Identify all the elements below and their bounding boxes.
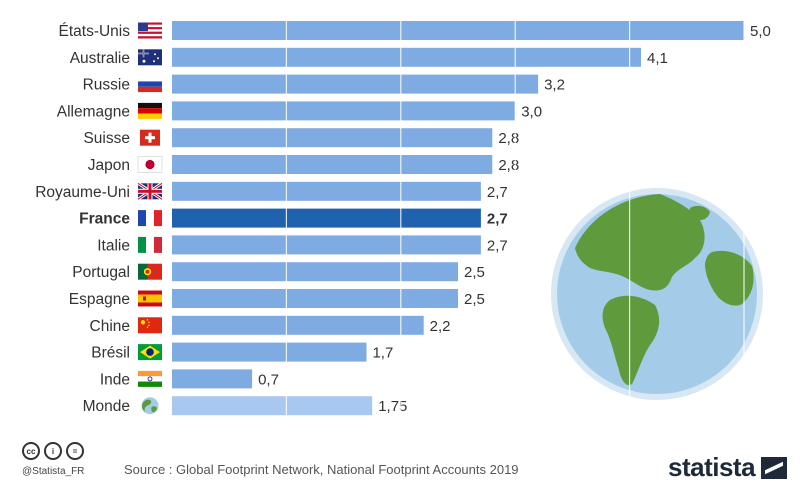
bar-2	[172, 47, 641, 67]
globe-illustration	[551, 188, 763, 400]
bar-6	[172, 155, 493, 174]
bar-1	[172, 21, 744, 40]
value-label: 4,1	[647, 50, 668, 67]
bar-5	[172, 128, 493, 148]
category-label: Portugal	[72, 264, 130, 281]
ru-flag	[138, 76, 162, 93]
ch-flag	[140, 129, 160, 146]
bar-3	[172, 74, 539, 94]
category-label: Royaume-Uni	[35, 184, 130, 201]
de-flag	[138, 102, 162, 119]
category-label: États-Unis	[59, 23, 131, 40]
source-handle: @Statista_FR	[22, 466, 85, 477]
value-label: 2,5	[464, 264, 485, 281]
jp-flag	[137, 156, 163, 173]
pt-flag	[138, 263, 162, 280]
bar-10	[172, 262, 458, 282]
category-label: Japon	[88, 157, 130, 174]
bar-7	[172, 181, 481, 201]
attribution-icon: i	[44, 442, 62, 460]
bar-chart: États-Unis 5,0 Australie 4,1 Russie 3,2 Allema…	[35, 21, 771, 416]
source-note: Source : Global Footprint Network, Natio…	[124, 462, 519, 477]
value-label: 2,5	[464, 291, 485, 308]
category-label: Inde	[100, 371, 130, 388]
category-label: Espagne	[69, 291, 130, 308]
fr-flag	[138, 210, 162, 227]
value-label: 3,0	[521, 103, 542, 120]
statista-mark-icon	[761, 456, 788, 479]
cc-icon: cc	[22, 442, 40, 460]
bar-11	[172, 289, 458, 308]
category-label: Italie	[97, 237, 130, 254]
us-flag	[138, 22, 162, 39]
brand-name: statista	[668, 452, 756, 482]
it-flag	[138, 236, 162, 253]
statista-logo[interactable]: statista	[668, 452, 788, 483]
value-label: 2,2	[430, 318, 451, 335]
bar-12	[172, 315, 424, 335]
license-icons: cc i =	[22, 442, 84, 460]
category-label: Brésil	[91, 345, 130, 362]
bar-9	[172, 235, 481, 255]
gb-flag	[137, 182, 163, 201]
category-label: Suisse	[83, 130, 130, 147]
bar-8	[172, 208, 481, 228]
au-flag	[138, 49, 162, 66]
value-label: 5,0	[750, 23, 771, 40]
es-flag	[138, 290, 162, 307]
category-label: Chine	[90, 318, 131, 335]
value-label: 1,75	[378, 398, 407, 415]
value-label: 2,7	[487, 211, 508, 228]
cn-flag	[138, 317, 162, 334]
in-flag	[138, 370, 162, 387]
category-label: Allemagne	[57, 103, 130, 120]
no-derivatives-icon: =	[66, 442, 84, 460]
bar-4	[172, 101, 516, 121]
category-label: France	[79, 211, 130, 228]
value-label: 2,7	[487, 237, 508, 254]
value-label: 2,8	[498, 157, 519, 174]
value-label: 0,7	[258, 371, 279, 388]
bar-13	[172, 342, 367, 362]
value-label: 3,2	[544, 77, 565, 94]
globe-icon	[141, 397, 159, 415]
value-label: 1,7	[372, 345, 393, 362]
value-label: 2,7	[487, 184, 508, 201]
value-label: 2,8	[498, 130, 519, 147]
category-label: Australie	[70, 50, 130, 67]
category-label: Russie	[83, 77, 130, 94]
bar-14	[172, 369, 253, 389]
br-flag	[138, 344, 162, 361]
category-label: Monde	[83, 398, 130, 415]
bar-15	[172, 396, 373, 416]
